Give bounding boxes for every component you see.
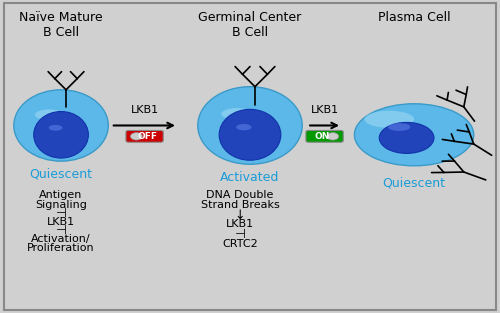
Circle shape bbox=[327, 133, 338, 140]
Text: ON: ON bbox=[314, 132, 330, 141]
Ellipse shape bbox=[222, 108, 252, 120]
Text: Strand Breaks: Strand Breaks bbox=[200, 200, 280, 210]
Text: Quiescent: Quiescent bbox=[382, 177, 446, 190]
Ellipse shape bbox=[236, 124, 252, 130]
Text: LKB1: LKB1 bbox=[47, 217, 75, 227]
Ellipse shape bbox=[34, 111, 88, 158]
Text: Plasma Cell: Plasma Cell bbox=[378, 11, 450, 24]
Text: Quiescent: Quiescent bbox=[30, 167, 92, 180]
FancyBboxPatch shape bbox=[126, 131, 163, 142]
Ellipse shape bbox=[35, 110, 64, 120]
Text: Germinal Center
B Cell: Germinal Center B Cell bbox=[198, 11, 302, 39]
Text: Naïve Mature
B Cell: Naïve Mature B Cell bbox=[19, 11, 103, 39]
Text: LKB1: LKB1 bbox=[130, 105, 158, 115]
Ellipse shape bbox=[219, 109, 281, 160]
Text: Activation/: Activation/ bbox=[31, 234, 91, 244]
Circle shape bbox=[130, 133, 142, 140]
Ellipse shape bbox=[388, 123, 410, 131]
Text: ↓: ↓ bbox=[235, 209, 246, 222]
Ellipse shape bbox=[14, 90, 108, 161]
Ellipse shape bbox=[354, 104, 474, 166]
Text: Proliferation: Proliferation bbox=[27, 243, 95, 253]
FancyBboxPatch shape bbox=[306, 131, 343, 142]
Ellipse shape bbox=[48, 125, 62, 131]
Text: ⊣: ⊣ bbox=[56, 208, 66, 220]
Text: CRTC2: CRTC2 bbox=[222, 239, 258, 249]
Text: Signaling: Signaling bbox=[35, 200, 87, 210]
Ellipse shape bbox=[364, 111, 414, 128]
Text: ⊣: ⊣ bbox=[234, 228, 246, 241]
Text: Activated: Activated bbox=[220, 172, 280, 184]
Text: Antigen: Antigen bbox=[40, 190, 82, 200]
Ellipse shape bbox=[380, 122, 434, 153]
Text: ⊣: ⊣ bbox=[56, 224, 66, 238]
Text: LKB1: LKB1 bbox=[226, 219, 254, 229]
Text: OFF: OFF bbox=[137, 132, 157, 141]
Text: DNA Double: DNA Double bbox=[206, 190, 274, 200]
Text: LKB1: LKB1 bbox=[310, 105, 338, 115]
Ellipse shape bbox=[198, 87, 302, 164]
